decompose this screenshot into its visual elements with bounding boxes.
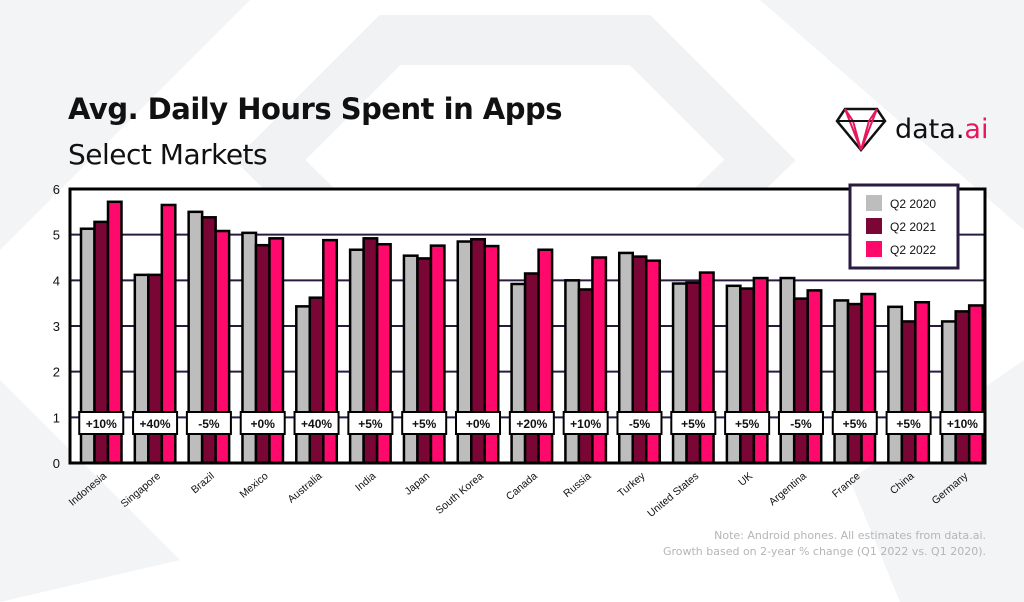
legend-label: Q2 2020	[890, 197, 936, 211]
bar-q2-2021	[954, 310, 971, 465]
footnote-line-1: Note: Android phones. All estimates from…	[714, 529, 986, 542]
bar-q2-2022	[967, 304, 984, 465]
growth-label: +5%	[412, 417, 437, 431]
growth-label: +40%	[301, 417, 332, 431]
x-tick-label: France	[830, 470, 863, 500]
growth-label-box	[293, 411, 340, 435]
x-tick-label: China	[888, 470, 917, 497]
x-tick-label: Canada	[504, 470, 540, 503]
bar-q2-2020	[833, 299, 850, 465]
chart-subtitle: Select Markets	[68, 138, 268, 171]
growth-label-box	[562, 411, 609, 435]
bar-q2-2020	[671, 282, 688, 465]
x-tick-label: United States	[645, 470, 701, 520]
growth-label: +0%	[251, 417, 276, 431]
bar-q2-2020	[564, 279, 581, 465]
growth-label: +10%	[947, 417, 978, 431]
footnote: Note: Android phones. All estimates from…	[663, 528, 986, 560]
x-tick-label: UK	[736, 470, 755, 489]
growth-label-box	[78, 411, 125, 435]
bar-q2-2021	[846, 302, 863, 465]
data-ai-logo: data.ai	[835, 106, 988, 152]
growth-label-box	[455, 411, 502, 435]
bar-q2-2022	[752, 276, 769, 465]
x-tick-label: Mexico	[237, 470, 270, 501]
x-tick-label: Brazil	[189, 470, 217, 496]
growth-label-box	[831, 411, 878, 435]
y-tick-label: 4	[53, 273, 60, 288]
y-tick-label: 2	[53, 365, 60, 380]
footnote-line-2: Growth based on 2-year % change (Q1 2022…	[662, 545, 986, 558]
legend-swatch	[866, 195, 882, 211]
diamond-logo-icon	[835, 107, 887, 152]
y-tick-label: 5	[53, 228, 60, 243]
x-tick-label: Australia	[285, 470, 324, 506]
bar-q2-2020	[779, 276, 796, 465]
growth-label: +10%	[570, 417, 601, 431]
bar-q2-2020	[295, 305, 312, 465]
legend-swatch	[866, 218, 882, 234]
growth-label: +10%	[86, 417, 117, 431]
growth-label: +5%	[896, 417, 921, 431]
growth-label: +5%	[735, 417, 760, 431]
growth-label: +5%	[358, 417, 383, 431]
x-tick-label: Russia	[561, 470, 593, 500]
growth-label: -5%	[790, 417, 812, 431]
plot-border	[68, 187, 987, 465]
legend-swatch	[866, 241, 882, 257]
y-tick-label: 1	[53, 410, 60, 425]
growth-label-box	[885, 411, 932, 435]
growth-label: +0%	[466, 417, 491, 431]
x-tick-label: Singapore	[119, 470, 164, 510]
x-tick-label: South Korea	[433, 470, 486, 517]
growth-label-box	[508, 411, 555, 435]
bar-q2-2020	[940, 320, 957, 465]
legend-label: Q2 2022	[890, 243, 936, 257]
chart-title: Avg. Daily Hours Spent in Apps	[68, 92, 563, 126]
bar-q2-2022	[914, 301, 931, 465]
growth-label: -5%	[629, 417, 651, 431]
bar-q2-2021	[308, 296, 325, 465]
y-tick-label: 6	[53, 182, 60, 197]
growth-label-box	[401, 411, 448, 435]
bar-q2-2022	[860, 292, 877, 465]
y-tick-label: 3	[53, 319, 60, 334]
growth-label: +40%	[140, 417, 171, 431]
bar-q2-2021	[577, 288, 594, 465]
bar-q2-2020	[510, 282, 527, 465]
bar-q2-2021	[685, 281, 702, 465]
growth-label-box	[347, 411, 394, 435]
growth-label: -5%	[198, 417, 220, 431]
growth-label-box	[239, 411, 286, 435]
x-tick-label: Turkey	[615, 470, 648, 500]
bar-q2-2022	[806, 289, 823, 465]
growth-label-box	[777, 411, 824, 435]
bar-q2-2020	[887, 305, 904, 465]
bar-q2-2021	[792, 297, 809, 465]
bar-q2-2021	[900, 320, 917, 465]
logo-text: data.ai	[895, 113, 989, 145]
growth-label: +20%	[516, 417, 547, 431]
x-tick-label: Argentina	[767, 470, 809, 508]
growth-label-box	[670, 411, 717, 435]
x-tick-label: India	[353, 470, 378, 494]
growth-label-box	[616, 411, 663, 435]
bar-q2-2021	[739, 287, 756, 465]
x-tick-label: Japan	[402, 470, 432, 498]
growth-label: +5%	[843, 417, 868, 431]
growth-label-box	[185, 411, 232, 435]
x-tick-label: Germany	[930, 470, 971, 507]
bar-q2-2020	[725, 284, 742, 465]
growth-label: +5%	[681, 417, 706, 431]
x-tick-label: Indonesia	[67, 470, 110, 509]
growth-label-box	[132, 411, 179, 435]
growth-label-box	[724, 411, 771, 435]
y-tick-label: 0	[53, 456, 60, 471]
legend-label: Q2 2021	[890, 220, 936, 234]
